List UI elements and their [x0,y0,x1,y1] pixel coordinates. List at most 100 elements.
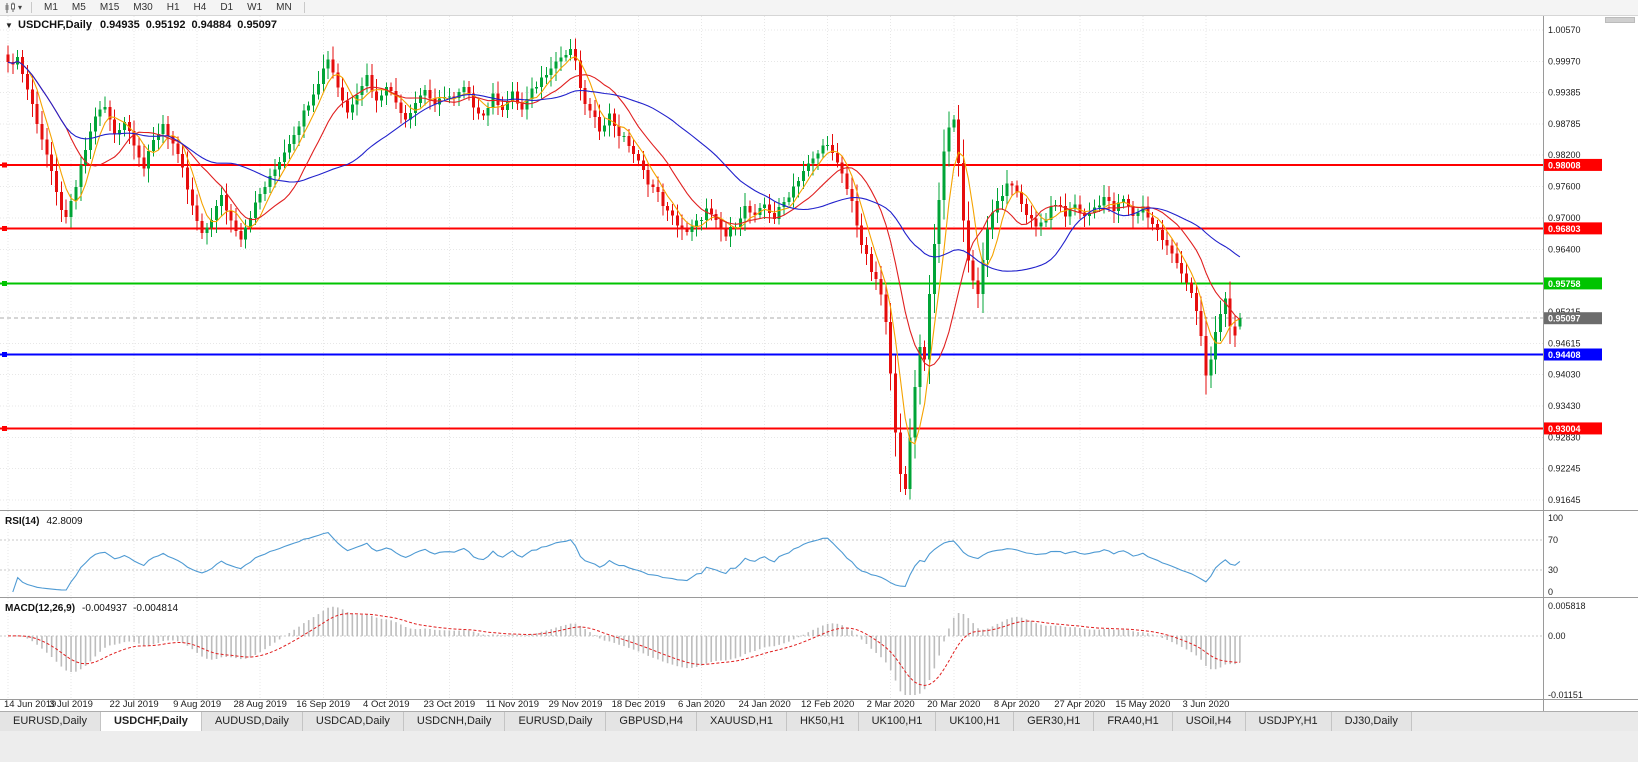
chart-window[interactable]: 1.00570 0.99970 0.99385 0.98785 0.98200 0.976… [0,16,1638,711]
chart-title: USDCHF,Daily 0.94935 0.95192 0.94884 0.95097 [18,19,277,31]
price-tick-label: 0.96400 [1548,245,1581,255]
price-level-line-0.96803[interactable] [0,225,1543,231]
ohlc-close: 0.95097 [237,19,277,31]
candlestick-chart-icon-glyph [5,2,15,13]
chart-tab-dj30-daily[interactable]: DJ30,Daily [1331,712,1412,731]
price-tick-label: 0.99970 [1548,57,1581,67]
date-label: 15 May 2020 [1115,699,1170,710]
price-tick-label: 30 [1548,565,1558,575]
chart-menu-arrow-icon[interactable]: ▼ [5,21,13,30]
price-tick-label: 1.00570 [1548,25,1581,35]
price-tick-label: 0.94030 [1548,369,1581,379]
timeframe-button-m1[interactable]: M1 [44,2,58,13]
rsi-series [12,531,1241,593]
price-tick-label: 0.99385 [1548,87,1581,97]
chart-tab-audusd-daily[interactable]: AUDUSD,Daily [201,712,303,731]
timeframe-button-m5[interactable]: M5 [71,2,86,13]
pane-separators[interactable] [0,16,1638,711]
chart-hscroll-thumb[interactable] [1605,17,1635,23]
price-tick-label: 0.97000 [1548,213,1581,223]
price-tick-label: 0.92830 [1548,433,1581,443]
price-level-badges: 0.98008 0.96803 0.95758 0.95097 0.94408 0.930… [1544,158,1602,435]
timeframe-button-m15[interactable]: M15 [99,2,120,13]
timeframe-button-d1[interactable]: D1 [220,2,234,13]
chart-tab-eurusd-daily[interactable]: EURUSD,Daily [0,712,101,731]
chevron-down-icon[interactable]: ▾ [18,3,23,12]
price-level-badge [1544,348,1602,361]
toolbar-separator [31,2,33,13]
timeframe-button-mn[interactable]: MN [276,2,292,13]
date-label: 6 Jan 2020 [678,699,725,710]
chart-tab-usdjpy-h1[interactable]: USDJPY,H1 [1245,712,1332,731]
price-level-badge [1544,312,1602,325]
price-tick-label: -0.01151 [1548,690,1583,700]
price-level-badge-label: 0.96803 [1548,224,1581,234]
chart-tab-hk50-h1[interactable]: HK50,H1 [786,712,859,731]
chart-canvas[interactable]: 1.00570 0.99970 0.99385 0.98785 0.98200 0.976… [0,16,1638,711]
date-label: 20 Mar 2020 [927,699,980,710]
price-level-line-0.95758[interactable] [0,280,1543,286]
price-level-badge [1544,222,1602,235]
price-tick-label: 0.97600 [1548,181,1581,191]
price-axis[interactable]: 1.00570 0.99970 0.99385 0.98785 0.98200 0.976… [1548,25,1586,700]
price-tick-label: 0.92245 [1548,463,1581,473]
price-level-badge [1544,422,1602,435]
timeframe-button-h4[interactable]: H4 [193,2,207,13]
date-label: 22 Jul 2019 [110,699,159,710]
date-label: 23 Oct 2019 [423,699,475,710]
chart-tab-ger30-h1[interactable]: GER30,H1 [1014,712,1095,731]
price-tick-label: 0.94615 [1548,339,1581,349]
date-label: 8 Apr 2020 [994,699,1040,710]
price-tick-label: 0.98785 [1548,119,1581,129]
date-label: 14 Jun 2019 [4,699,56,710]
date-label: 16 Sep 2019 [296,699,350,710]
timeframe-toolbar: ▾ M1 M5 M15 M30 H1 H4 D1 W1 MN [0,0,1638,16]
ohlc-high: 0.95192 [146,19,186,31]
chart-tabs-bar: EURUSD,Daily USDCHF,Daily AUDUSD,Daily USDC… [0,711,1638,731]
chart-symbol-label: USDCHF,Daily [18,19,93,31]
price-level-lines[interactable] [0,162,1543,431]
rsi-label: RSI(14) 42.8009 [5,516,83,527]
date-label: 29 Nov 2019 [549,699,603,710]
price-tick-label: 100 [1548,513,1563,523]
ohlc-low: 0.94884 [192,19,233,31]
price-level-badge [1544,158,1602,171]
chart-tab-gbpusd-h4[interactable]: GBPUSD,H4 [606,712,697,731]
price-tick-label: 0.91645 [1548,495,1581,505]
moving-average-lines [7,56,1241,445]
status-bar [0,731,1638,762]
price-level-badge-label: 0.98008 [1548,160,1581,170]
date-label: 28 Aug 2019 [234,699,287,710]
chart-tab-uk100-h1[interactable]: UK100,H1 [936,712,1015,731]
date-label: 3 Jul 2019 [49,699,93,710]
chart-tab-usdchf-daily[interactable]: USDCHF,Daily [100,712,202,731]
candlestick-chart-icon[interactable] [4,2,17,14]
date-label: 24 Jan 2020 [738,699,790,710]
chart-tab-usdcnh-daily[interactable]: USDCNH,Daily [403,712,506,731]
price-level-line-0.94408[interactable] [0,351,1543,357]
timeframe-buttons: M1 M5 M15 M30 H1 H4 D1 W1 MN [37,0,299,15]
chart-tab-xauusd-h1[interactable]: XAUUSD,H1 [696,712,787,731]
price-level-line-0.93004[interactable] [0,425,1543,431]
price-tick-label: 0.95215 [1548,307,1581,317]
price-tick-label: 70 [1548,535,1558,545]
price-level-badge-label: 0.93004 [1548,424,1581,434]
timeframe-button-h1[interactable]: H1 [166,2,180,13]
date-label: 4 Oct 2019 [363,699,409,710]
chart-tab-fra40-h1[interactable]: FRA40,H1 [1094,712,1173,731]
price-tick-label: 0.98200 [1548,150,1581,160]
grid [0,16,1543,699]
date-label: 2 Mar 2020 [867,699,915,710]
chart-tab-usoil-h4[interactable]: USOil,H4 [1172,712,1246,731]
date-label: 9 Aug 2019 [173,699,221,710]
date-label: 27 Apr 2020 [1054,699,1105,710]
timeframe-button-w1[interactable]: W1 [247,2,263,13]
candlestick-series [6,38,1242,500]
price-level-line-0.98008[interactable] [0,162,1543,168]
chart-tab-uk100-h1[interactable]: UK100,H1 [858,712,937,731]
chart-tab-eurusd-daily[interactable]: EURUSD,Daily [505,712,607,731]
chart-tab-usdcad-daily[interactable]: USDCAD,Daily [302,712,404,731]
timeframe-button-m30[interactable]: M30 [133,2,153,13]
price-level-badge-label: 0.95097 [1548,314,1581,324]
